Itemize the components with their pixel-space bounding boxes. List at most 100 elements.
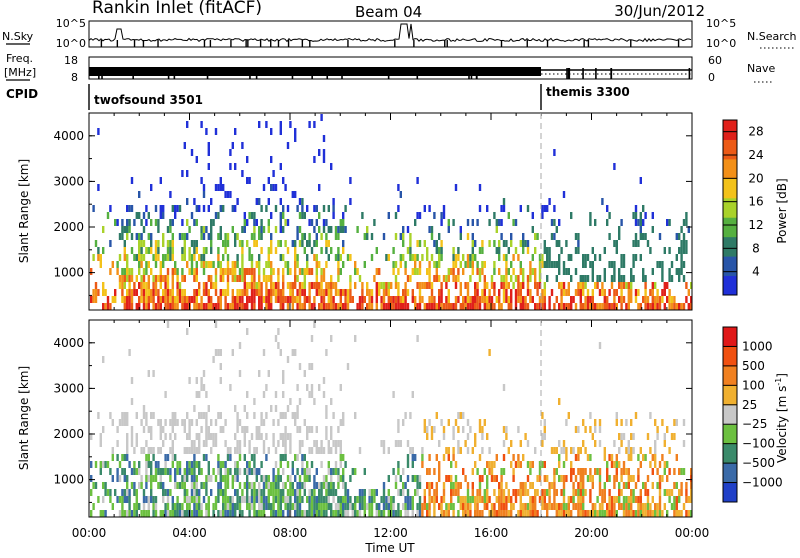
heatmap-cell [186, 503, 189, 510]
heatmap-cell [282, 282, 285, 289]
heatmap-cell [318, 149, 321, 156]
power-x-ticks [88, 113, 693, 310]
heatmap-cell [505, 503, 508, 510]
heatmap-cell [558, 510, 561, 517]
heatmap-cell [375, 296, 378, 303]
heatmap-cell [181, 219, 184, 226]
heatmap-cell [255, 475, 258, 482]
heatmap-cell [277, 489, 280, 496]
heatmap-cell [325, 349, 328, 356]
heatmap-cell [255, 468, 258, 475]
heatmap-cell [243, 303, 246, 310]
heatmap-cell [462, 503, 465, 510]
heatmap-cell [428, 296, 431, 303]
heatmap-cell [178, 461, 182, 468]
heatmap-cell [162, 489, 165, 496]
heatmap-cell [526, 247, 530, 254]
heatmap-cell [128, 282, 131, 289]
heatmap-cell [92, 482, 95, 489]
heatmap-cell [126, 475, 129, 482]
heatmap-cell [618, 275, 621, 282]
heatmap-cell [394, 212, 398, 219]
heatmap-cell [500, 510, 503, 517]
heatmap-cell [394, 233, 398, 240]
heatmap-cell [315, 440, 318, 447]
heatmap-cell [296, 261, 299, 268]
heatmap-cell [658, 296, 662, 303]
heatmap-cell [332, 282, 335, 289]
heatmap-cell [236, 440, 239, 447]
heatmap-cell [102, 303, 105, 310]
heatmap-cell [490, 282, 494, 289]
heatmap-cell [478, 489, 482, 496]
heatmap-cell [219, 275, 222, 282]
heatmap-cell [315, 254, 318, 261]
heatmap-cell [298, 240, 302, 247]
heatmap-cell [538, 303, 542, 310]
heatmap-cell [265, 261, 268, 268]
heatmap-cell [190, 212, 194, 219]
heatmap-cell [164, 419, 167, 426]
heatmap-cell [320, 247, 323, 254]
heatmap-cell [543, 461, 546, 468]
heatmap-cell [546, 261, 549, 268]
heatmap-cell [241, 240, 244, 247]
heatmap-cell [534, 282, 537, 289]
heatmap-cell [214, 128, 218, 135]
heatmap-cell [298, 503, 302, 510]
heatmap-cell [644, 303, 647, 310]
heatmap-cell [546, 254, 549, 261]
heatmap-cell [538, 461, 542, 468]
heatmap-cell [330, 447, 333, 454]
heatmap-cell [222, 268, 225, 275]
heatmap-cell [469, 303, 472, 310]
heatmap-cell [639, 254, 642, 261]
heatmap-cell [627, 468, 630, 475]
heatmap-cell [632, 447, 635, 454]
heatmap-cell [92, 296, 95, 303]
heatmap-cell [118, 496, 122, 503]
heatmap-cell [308, 296, 311, 303]
heatmap-cell [438, 296, 441, 303]
heatmap-cell [272, 440, 275, 447]
heatmap-cell [255, 496, 258, 503]
heatmap-cell [543, 261, 546, 268]
heatmap-cell [214, 433, 218, 440]
heatmap-cell [423, 240, 426, 247]
heatmap-cell [318, 261, 321, 268]
heatmap-cell [538, 475, 542, 482]
heatmap-cell [363, 296, 366, 303]
heatmap-cell [313, 503, 316, 510]
heatmap-cell [171, 503, 174, 510]
heatmap-cell [656, 482, 659, 489]
heatmap-cell [495, 296, 498, 303]
heatmap-cell [368, 496, 371, 503]
heatmap-cell [591, 503, 594, 510]
heatmap-cell [526, 282, 530, 289]
heatmap-cell [553, 261, 556, 268]
heatmap-cell [133, 254, 136, 261]
heatmap-cell [159, 510, 162, 517]
heatmap-cell [418, 510, 422, 517]
heatmap-cell [291, 349, 294, 356]
heatmap-cell [358, 296, 362, 303]
heatmap-cell [608, 454, 611, 461]
heatmap-cell [594, 440, 597, 447]
heatmap-cell [594, 303, 597, 310]
heatmap-cell [500, 205, 503, 212]
heatmap-cell [346, 296, 350, 303]
heatmap-cell [224, 475, 227, 482]
heatmap-cell [258, 433, 261, 440]
heatmap-cell [651, 226, 654, 233]
colorbar-swatch [723, 463, 737, 484]
heatmap-cell [270, 275, 273, 282]
heatmap-cell [594, 468, 597, 475]
heatmap-cell [481, 289, 484, 296]
heatmap-cell [217, 247, 220, 254]
heatmap-cell [205, 128, 208, 135]
heatmap-cell [450, 489, 453, 496]
heatmap-cell [562, 440, 566, 447]
heatmap-cell [572, 489, 575, 496]
heatmap-cell [97, 184, 100, 191]
heatmap-cell [164, 275, 167, 282]
